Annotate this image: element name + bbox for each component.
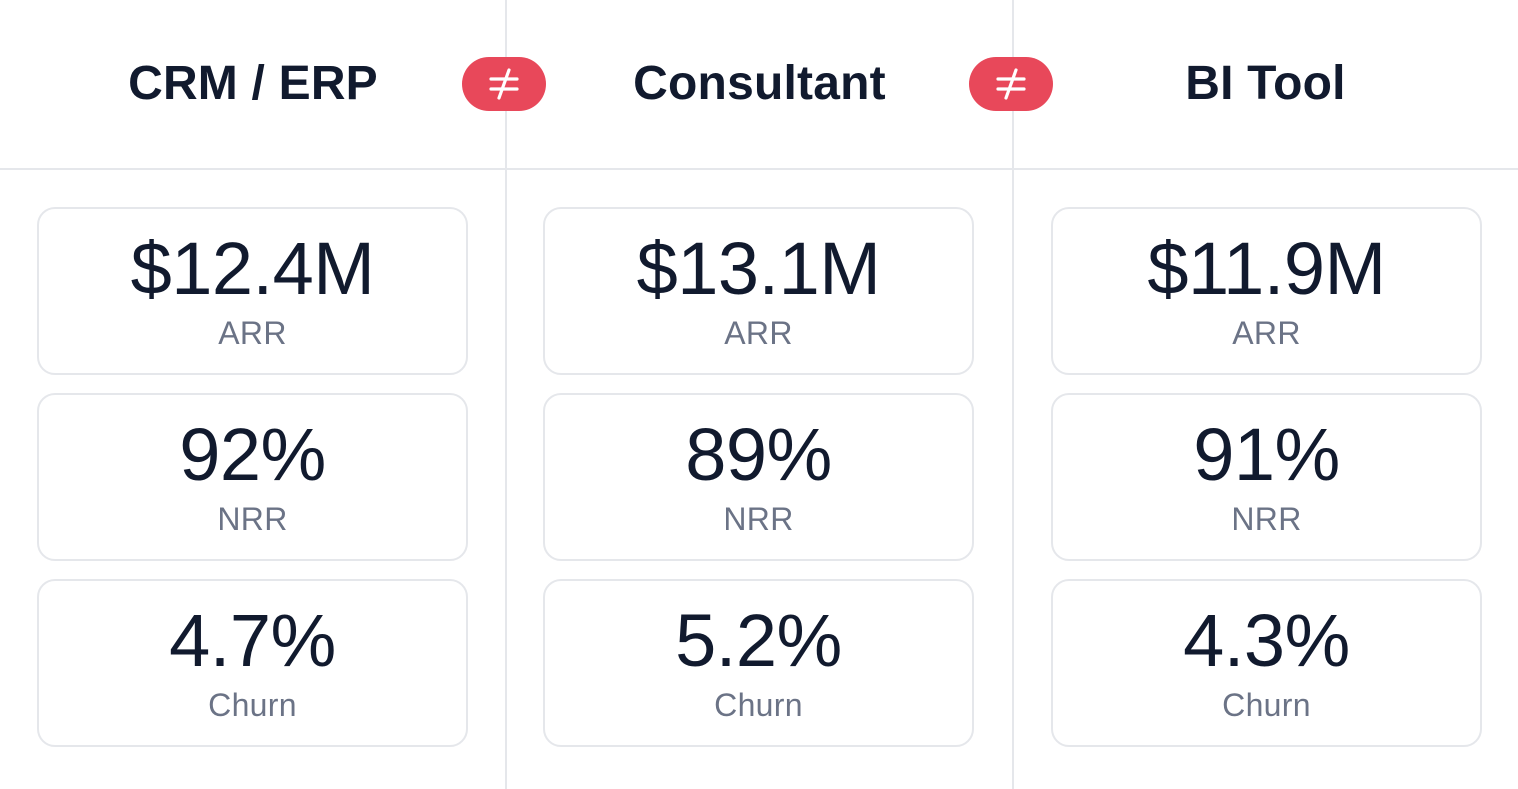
metric-label: NRR bbox=[723, 501, 794, 537]
metric-cards: $13.1M ARR 89% NRR 5.2% Churn bbox=[543, 207, 974, 765]
metric-value: 89% bbox=[685, 413, 832, 496]
metric-label: ARR bbox=[724, 315, 793, 351]
metric-value: 92% bbox=[179, 413, 326, 496]
metric-value: 5.2% bbox=[675, 599, 842, 682]
metric-card-churn: 4.3% Churn bbox=[1051, 579, 1482, 747]
metric-label: Churn bbox=[1222, 687, 1311, 723]
metric-label: ARR bbox=[1232, 315, 1301, 351]
metric-cards: $12.4M ARR 92% NRR 4.7% Churn bbox=[37, 207, 468, 765]
metric-card-churn: 4.7% Churn bbox=[37, 579, 468, 747]
column-header: Consultant bbox=[506, 0, 1013, 168]
not-equal-badge bbox=[462, 57, 546, 111]
metric-card-nrr: 92% NRR bbox=[37, 393, 468, 561]
metric-value: $11.9M bbox=[1147, 227, 1386, 310]
column-title: CRM / ERP bbox=[128, 56, 378, 110]
metric-card-arr: $12.4M ARR bbox=[37, 207, 468, 375]
metric-label: Churn bbox=[208, 687, 297, 723]
column-title: BI Tool bbox=[1185, 56, 1346, 110]
column-divider bbox=[1012, 0, 1014, 789]
metric-cards: $11.9M ARR 91% NRR 4.3% Churn bbox=[1051, 207, 1482, 765]
column-crm-erp: CRM / ERP $12.4M ARR 92% NRR 4.7% Churn bbox=[0, 0, 506, 789]
metric-value: $12.4M bbox=[130, 227, 375, 310]
metric-card-arr: $11.9M ARR bbox=[1051, 207, 1482, 375]
metric-card-arr: $13.1M ARR bbox=[543, 207, 974, 375]
column-header: CRM / ERP bbox=[0, 0, 506, 168]
not-equal-icon bbox=[489, 68, 519, 100]
not-equal-icon bbox=[996, 68, 1026, 100]
metric-value: 4.7% bbox=[169, 599, 336, 682]
metric-card-nrr: 89% NRR bbox=[543, 393, 974, 561]
not-equal-badge bbox=[969, 57, 1053, 111]
metric-label: NRR bbox=[1231, 501, 1302, 537]
metric-label: Churn bbox=[714, 687, 803, 723]
column-consultant: Consultant $13.1M ARR 89% NRR 5.2% Churn bbox=[506, 0, 1013, 789]
metric-value: $13.1M bbox=[636, 227, 881, 310]
metric-card-churn: 5.2% Churn bbox=[543, 579, 974, 747]
metric-card-nrr: 91% NRR bbox=[1051, 393, 1482, 561]
metric-label: ARR bbox=[218, 315, 287, 351]
column-bi-tool: BI Tool $11.9M ARR 91% NRR 4.3% Churn bbox=[1013, 0, 1518, 789]
column-title: Consultant bbox=[633, 56, 886, 110]
column-header: BI Tool bbox=[1013, 0, 1518, 168]
metric-value: 91% bbox=[1193, 413, 1340, 496]
metric-label: NRR bbox=[217, 501, 288, 537]
column-divider bbox=[505, 0, 507, 789]
header-divider bbox=[0, 168, 1518, 170]
metric-value: 4.3% bbox=[1183, 599, 1350, 682]
